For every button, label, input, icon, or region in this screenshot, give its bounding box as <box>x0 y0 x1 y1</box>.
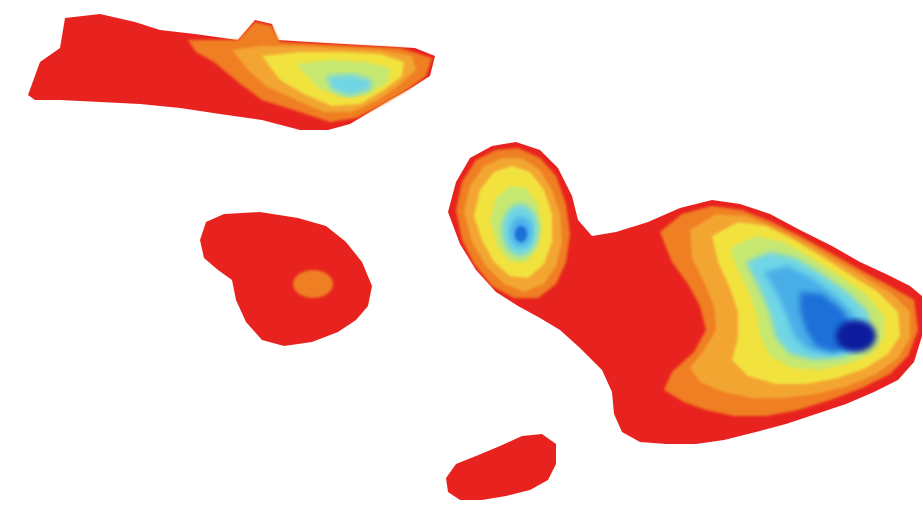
west-island <box>200 212 372 346</box>
central-island <box>448 142 922 444</box>
northwest-island <box>28 14 435 130</box>
south-island <box>446 434 556 500</box>
central-island-east-peak <box>836 320 876 352</box>
west-island-band-orange <box>293 270 333 298</box>
central-island-west-band-blue <box>515 226 527 242</box>
south-island-lowland <box>446 434 556 500</box>
northwest-island-band-cyan <box>326 74 372 96</box>
west-island-lowland <box>200 212 372 346</box>
